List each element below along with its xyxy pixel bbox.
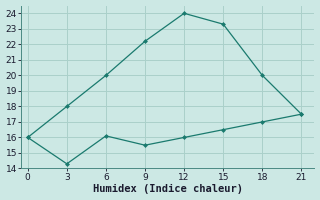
X-axis label: Humidex (Indice chaleur): Humidex (Indice chaleur) [93,184,243,194]
